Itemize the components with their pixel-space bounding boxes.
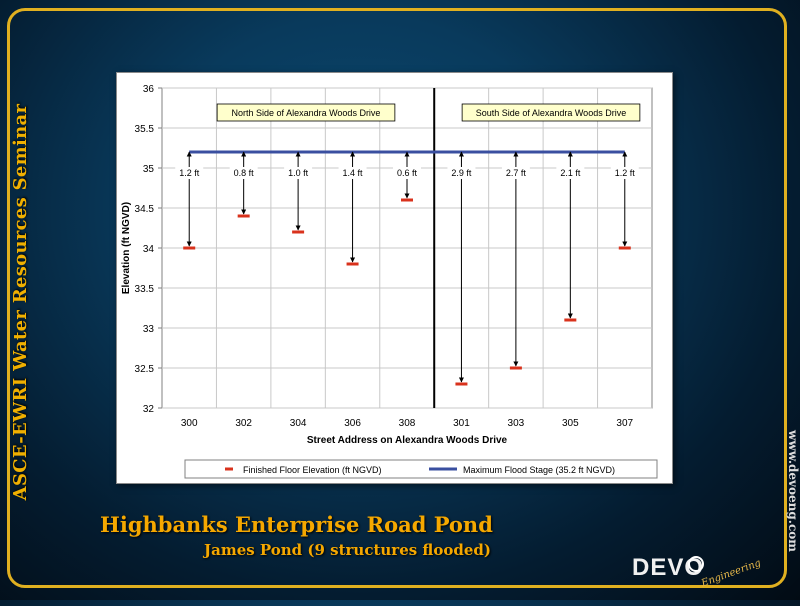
depth-label-bg — [393, 167, 421, 179]
x-tick-label: 301 — [453, 418, 470, 429]
depth-label: 2.1 ft — [560, 168, 581, 178]
x-tick-label: 306 — [344, 418, 361, 429]
elevation-chart: 32 32.5 33 33.5 34 34.5 35 35.5 36 North Side of … — [121, 84, 658, 479]
annotation-south: South Side of Alexandra Woods Drive — [476, 108, 626, 118]
website-url: www.devoeng.com — [786, 430, 800, 552]
depth-label-bg — [338, 167, 367, 179]
annotation-north: North Side of Alexandra Woods Drive — [232, 108, 381, 118]
depth-label-bg — [229, 167, 258, 179]
slide-frame — [7, 8, 787, 588]
depth-label: 1.2 ft — [615, 168, 636, 178]
annotation-south-box — [461, 103, 641, 122]
depth-label-bg — [175, 167, 204, 179]
y-tick-label: 34.5 — [135, 204, 155, 215]
logo-script: Engineering — [700, 557, 763, 590]
depth-label: 2.9 ft — [451, 168, 472, 178]
x-tick-label: 303 — [508, 418, 525, 429]
slide-subtitle: James Pond (9 structures flooded) — [204, 541, 491, 559]
depth-label: 0.8 ft — [234, 168, 255, 178]
depth-label-bg — [610, 167, 639, 179]
x-tick-label: 300 — [181, 418, 198, 429]
legend-box — [184, 459, 658, 479]
x-tick-label: 305 — [562, 418, 579, 429]
y-tick-label: 32.5 — [135, 364, 155, 375]
legend-flood-label: Maximum Flood Stage (35.2 ft NGVD) — [463, 465, 615, 475]
depth-label: 0.6 ft — [397, 168, 418, 178]
depth-label: 1.0 ft — [288, 168, 309, 178]
chart-panel: 32 32.5 33 33.5 34 34.5 35 35.5 36 North Side of … — [116, 72, 673, 484]
depth-label-bg — [447, 167, 476, 179]
x-axis-title: Street Address on Alexandra Woods Drive — [307, 435, 508, 446]
depth-label: 2.7 ft — [506, 168, 527, 178]
x-tick-label: 308 — [399, 418, 416, 429]
logo-target-icon — [688, 556, 704, 572]
y-tick-label: 35.5 — [135, 124, 155, 135]
y-tick-label: 33.5 — [135, 284, 155, 295]
y-tick-label: 35 — [143, 164, 155, 175]
slide-title: Highbanks Enterprise Road Pond — [100, 512, 493, 537]
depth-label-bg — [284, 167, 313, 179]
depth-label-bg — [501, 167, 530, 179]
y-tick-label: 33 — [143, 324, 155, 335]
sidebar-title: ASCE-EWRI Water Resources Seminar — [10, 103, 31, 501]
y-tick-label: 36 — [143, 84, 155, 95]
y-tick-label: 32 — [143, 404, 155, 415]
y-axis-title: Elevation (ft NGVD) — [121, 202, 132, 294]
x-tick-label: 302 — [235, 418, 252, 429]
annotation-north-box — [216, 103, 396, 122]
y-tick-label: 34 — [143, 244, 155, 255]
company-logo: DEVO Engineering — [632, 548, 767, 590]
x-tick-label: 307 — [616, 418, 633, 429]
legend-floor-label: Finished Floor Elevation (ft NGVD) — [243, 465, 382, 475]
x-tick-label: 304 — [290, 418, 307, 429]
depth-label: 1.2 ft — [179, 168, 200, 178]
depth-label: 1.4 ft — [343, 168, 364, 178]
depth-label-bg — [556, 167, 585, 179]
